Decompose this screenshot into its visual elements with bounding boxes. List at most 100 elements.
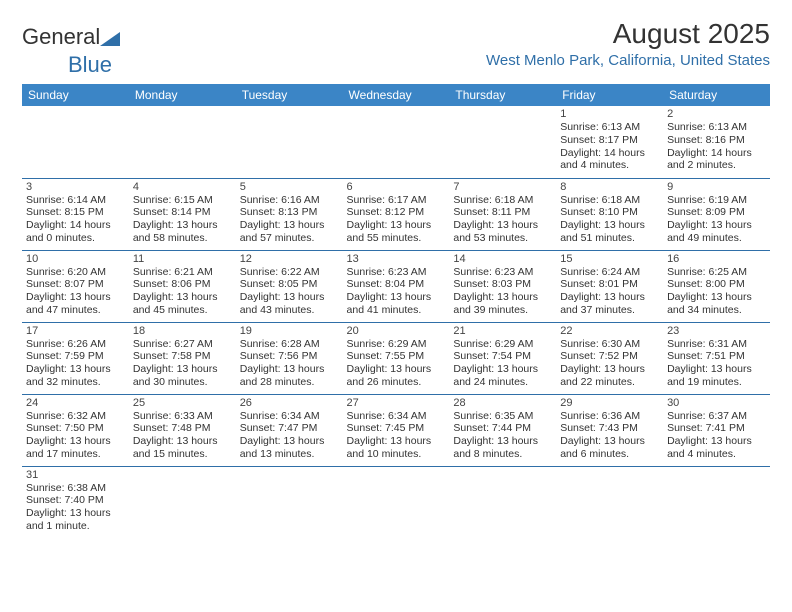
calendar-cell: 5Sunrise: 6:16 AMSunset: 8:13 PMDaylight… [236,178,343,250]
daylight-line2: and 22 minutes. [560,376,659,389]
daylight-line2: and 58 minutes. [133,232,232,245]
daylight-line2: and 55 minutes. [347,232,446,245]
sunrise-text: Sunrise: 6:21 AM [133,266,232,279]
calendar-cell: 1Sunrise: 6:13 AMSunset: 8:17 PMDaylight… [556,106,663,178]
col-thursday: Thursday [449,84,556,106]
daylight-line1: Daylight: 13 hours [453,363,552,376]
daylight-line1: Daylight: 13 hours [667,435,766,448]
daylight-line2: and 34 minutes. [667,304,766,317]
calendar-row: 10Sunrise: 6:20 AMSunset: 8:07 PMDayligh… [22,250,770,322]
daylight-line2: and 51 minutes. [560,232,659,245]
col-friday: Friday [556,84,663,106]
calendar-row: 31Sunrise: 6:38 AMSunset: 7:40 PMDayligh… [22,466,770,538]
sunset-text: Sunset: 8:11 PM [453,206,552,219]
day-number: 27 [347,397,446,409]
col-saturday: Saturday [663,84,770,106]
calendar-cell: 30Sunrise: 6:37 AMSunset: 7:41 PMDayligh… [663,394,770,466]
brand-logo: General Blue [22,18,120,78]
daylight-line1: Daylight: 13 hours [240,435,339,448]
calendar-cell: 12Sunrise: 6:22 AMSunset: 8:05 PMDayligh… [236,250,343,322]
calendar-cell: 23Sunrise: 6:31 AMSunset: 7:51 PMDayligh… [663,322,770,394]
calendar-cell: 27Sunrise: 6:34 AMSunset: 7:45 PMDayligh… [343,394,450,466]
daylight-line1: Daylight: 14 hours [560,147,659,160]
month-title: August 2025 [486,18,770,50]
calendar-cell [449,466,556,538]
sunrise-text: Sunrise: 6:29 AM [453,338,552,351]
day-number: 3 [26,181,125,193]
sunset-text: Sunset: 8:12 PM [347,206,446,219]
sunrise-text: Sunrise: 6:20 AM [26,266,125,279]
calendar-cell [129,106,236,178]
daylight-line2: and 1 minute. [26,520,125,533]
sunrise-text: Sunrise: 6:38 AM [26,482,125,495]
daylight-line2: and 45 minutes. [133,304,232,317]
col-monday: Monday [129,84,236,106]
daylight-line1: Daylight: 13 hours [667,219,766,232]
location-text: West Menlo Park, California, United Stat… [486,52,770,69]
calendar-cell: 15Sunrise: 6:24 AMSunset: 8:01 PMDayligh… [556,250,663,322]
daylight-line2: and 30 minutes. [133,376,232,389]
col-wednesday: Wednesday [343,84,450,106]
sunrise-text: Sunrise: 6:31 AM [667,338,766,351]
daylight-line2: and 37 minutes. [560,304,659,317]
sunset-text: Sunset: 7:59 PM [26,350,125,363]
sunset-text: Sunset: 8:06 PM [133,278,232,291]
daylight-line1: Daylight: 13 hours [240,219,339,232]
daylight-line2: and 32 minutes. [26,376,125,389]
calendar-cell [129,466,236,538]
daylight-line1: Daylight: 13 hours [26,363,125,376]
calendar-cell: 4Sunrise: 6:15 AMSunset: 8:14 PMDaylight… [129,178,236,250]
sunset-text: Sunset: 8:16 PM [667,134,766,147]
calendar-cell: 22Sunrise: 6:30 AMSunset: 7:52 PMDayligh… [556,322,663,394]
daylight-line1: Daylight: 13 hours [133,363,232,376]
sunset-text: Sunset: 7:43 PM [560,422,659,435]
sunset-text: Sunset: 8:05 PM [240,278,339,291]
sunset-text: Sunset: 8:09 PM [667,206,766,219]
col-tuesday: Tuesday [236,84,343,106]
daylight-line1: Daylight: 13 hours [667,291,766,304]
day-number: 19 [240,325,339,337]
sunrise-text: Sunrise: 6:24 AM [560,266,659,279]
daylight-line2: and 8 minutes. [453,448,552,461]
day-number: 16 [667,253,766,265]
sunrise-text: Sunrise: 6:14 AM [26,194,125,207]
calendar-cell [449,106,556,178]
daylight-line1: Daylight: 13 hours [133,435,232,448]
sunrise-text: Sunrise: 6:18 AM [560,194,659,207]
calendar-body: 1Sunrise: 6:13 AMSunset: 8:17 PMDaylight… [22,106,770,538]
daylight-line2: and 39 minutes. [453,304,552,317]
sunrise-text: Sunrise: 6:34 AM [240,410,339,423]
calendar-row: 24Sunrise: 6:32 AMSunset: 7:50 PMDayligh… [22,394,770,466]
day-number: 10 [26,253,125,265]
sunset-text: Sunset: 7:51 PM [667,350,766,363]
calendar-cell: 31Sunrise: 6:38 AMSunset: 7:40 PMDayligh… [22,466,129,538]
day-number: 1 [560,108,659,120]
calendar-cell: 2Sunrise: 6:13 AMSunset: 8:16 PMDaylight… [663,106,770,178]
sunrise-text: Sunrise: 6:13 AM [667,121,766,134]
daylight-line1: Daylight: 13 hours [560,291,659,304]
daylight-line1: Daylight: 13 hours [560,435,659,448]
day-number: 4 [133,181,232,193]
day-number: 7 [453,181,552,193]
sunrise-text: Sunrise: 6:25 AM [667,266,766,279]
calendar-cell: 25Sunrise: 6:33 AMSunset: 7:48 PMDayligh… [129,394,236,466]
daylight-line1: Daylight: 13 hours [347,435,446,448]
day-number: 8 [560,181,659,193]
sunset-text: Sunset: 8:04 PM [347,278,446,291]
calendar-cell: 19Sunrise: 6:28 AMSunset: 7:56 PMDayligh… [236,322,343,394]
daylight-line1: Daylight: 13 hours [453,291,552,304]
daylight-line1: Daylight: 13 hours [26,291,125,304]
daylight-line1: Daylight: 13 hours [453,219,552,232]
day-number: 25 [133,397,232,409]
sunrise-text: Sunrise: 6:30 AM [560,338,659,351]
calendar-cell: 13Sunrise: 6:23 AMSunset: 8:04 PMDayligh… [343,250,450,322]
sunrise-text: Sunrise: 6:23 AM [347,266,446,279]
sunset-text: Sunset: 7:58 PM [133,350,232,363]
sunset-text: Sunset: 7:41 PM [667,422,766,435]
day-number: 21 [453,325,552,337]
sunset-text: Sunset: 8:14 PM [133,206,232,219]
daylight-line1: Daylight: 13 hours [240,291,339,304]
calendar-cell: 17Sunrise: 6:26 AMSunset: 7:59 PMDayligh… [22,322,129,394]
sunset-text: Sunset: 7:56 PM [240,350,339,363]
logo-triangle-icon [100,26,120,52]
